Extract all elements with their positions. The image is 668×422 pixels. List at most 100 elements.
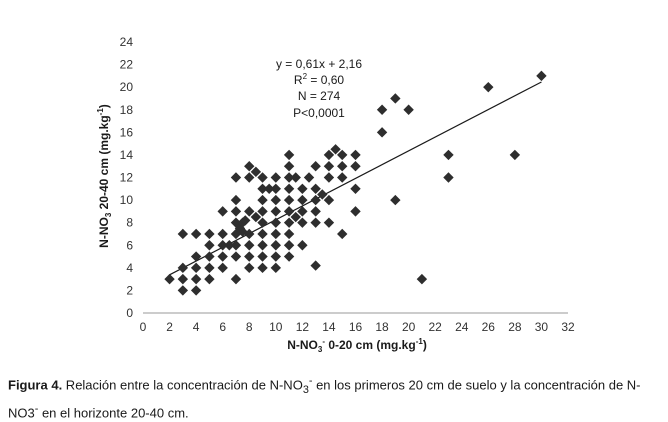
data-point [177, 262, 189, 274]
data-point [323, 161, 335, 172]
caption-sup: - [308, 375, 313, 387]
data-point [257, 194, 268, 206]
data-point [509, 149, 521, 161]
data-point [244, 228, 255, 240]
data-point [177, 285, 189, 296]
data-point [244, 172, 255, 183]
data-point [483, 81, 494, 93]
data-point [257, 172, 268, 183]
data-point [190, 228, 202, 240]
data-point [283, 240, 295, 251]
caption-sup-2: - [34, 402, 39, 415]
data-point [240, 215, 251, 226]
data-point [270, 206, 282, 217]
data-point [337, 172, 348, 183]
data-point [257, 240, 268, 251]
data-point [217, 228, 228, 240]
data-point [204, 273, 215, 285]
data-point [323, 149, 335, 161]
data-point [263, 183, 275, 194]
y-tick-label: 10 [120, 193, 134, 207]
y-tick-label: 0 [126, 306, 133, 320]
caption-label: Figura 4. [8, 377, 63, 393]
caption-text-a: Relación entre la concentración de N-NO [62, 377, 303, 393]
data-point [234, 223, 246, 234]
data-point [177, 273, 189, 285]
x-tick-label: 4 [193, 320, 200, 334]
x-tick-label: 28 [508, 320, 522, 334]
data-point [217, 206, 228, 217]
x-tick-label: 32 [561, 320, 575, 334]
y-tick-label: 14 [120, 148, 134, 162]
data-point [244, 161, 255, 172]
data-point [270, 228, 282, 240]
x-tick-label: 14 [322, 320, 336, 334]
x-tick-label: 8 [246, 320, 253, 334]
n-label: N = 274 [298, 89, 341, 103]
y-tick-label: 2 [126, 283, 133, 297]
y-tick-label: 24 [120, 35, 134, 49]
x-tick-label: 20 [402, 320, 416, 334]
data-point [270, 251, 282, 262]
y-tick-label: 12 [120, 171, 134, 185]
x-tick-label: 6 [219, 320, 226, 334]
data-point [283, 161, 295, 172]
data-point [244, 262, 255, 274]
data-point [270, 262, 282, 274]
data-point [217, 240, 228, 251]
data-point [177, 228, 189, 240]
data-point [257, 183, 268, 194]
data-point [190, 262, 202, 274]
data-point [317, 189, 328, 200]
x-tick-label: 26 [482, 320, 496, 334]
data-point [250, 211, 262, 223]
data-point [443, 172, 454, 183]
data-point [350, 149, 361, 161]
data-point [310, 183, 321, 194]
figure-caption: Figura 4. Relación entre la concentració… [8, 372, 663, 422]
x-tick-label: 18 [375, 320, 389, 334]
equation-label: y = 0,61x + 2,16 [276, 57, 362, 71]
data-point [230, 194, 242, 206]
x-tick-label: 12 [296, 320, 310, 334]
data-point [390, 194, 401, 206]
data-point [270, 183, 282, 194]
data-point [257, 251, 268, 262]
data-point [230, 240, 242, 251]
data-point [350, 206, 361, 217]
p-value-label: P<0,0001 [293, 106, 345, 120]
data-point [257, 217, 268, 228]
r-squared-label: R2 = 0,60 [294, 72, 344, 87]
y-tick-label: 8 [126, 216, 133, 230]
data-point [230, 206, 242, 217]
data-point [190, 251, 202, 262]
data-point [217, 251, 228, 262]
y-axis-title: N-NO3 20-40 cm (mg.kg-1) [96, 104, 113, 248]
y-tick-label: 6 [126, 238, 133, 252]
data-point [290, 172, 301, 183]
x-axis-title: N-NO3- 0-20 cm (mg.kg-1) [287, 337, 427, 354]
data-point [350, 183, 361, 194]
data-point [376, 104, 388, 115]
data-point [297, 183, 308, 194]
data-point [323, 172, 335, 183]
regression-annotation: y = 0,61x + 2,16 R2 = 0,60 N = 274 P<0,0… [276, 57, 362, 120]
y-tick-label: 20 [120, 80, 134, 94]
data-point [164, 273, 175, 285]
x-tick-label: 24 [455, 320, 469, 334]
data-point [310, 260, 321, 271]
data-point [270, 217, 282, 228]
x-tick-label: 0 [140, 320, 147, 334]
data-point [297, 206, 308, 217]
data-point [204, 228, 215, 240]
x-tick-label: 30 [535, 320, 549, 334]
data-point [283, 183, 295, 194]
data-point [283, 194, 295, 206]
data-point [190, 273, 202, 285]
data-point [257, 206, 268, 217]
data-point [190, 285, 202, 296]
data-point [250, 166, 262, 178]
data-point [303, 172, 315, 183]
data-point [323, 217, 335, 228]
y-tick-label: 4 [126, 261, 133, 275]
